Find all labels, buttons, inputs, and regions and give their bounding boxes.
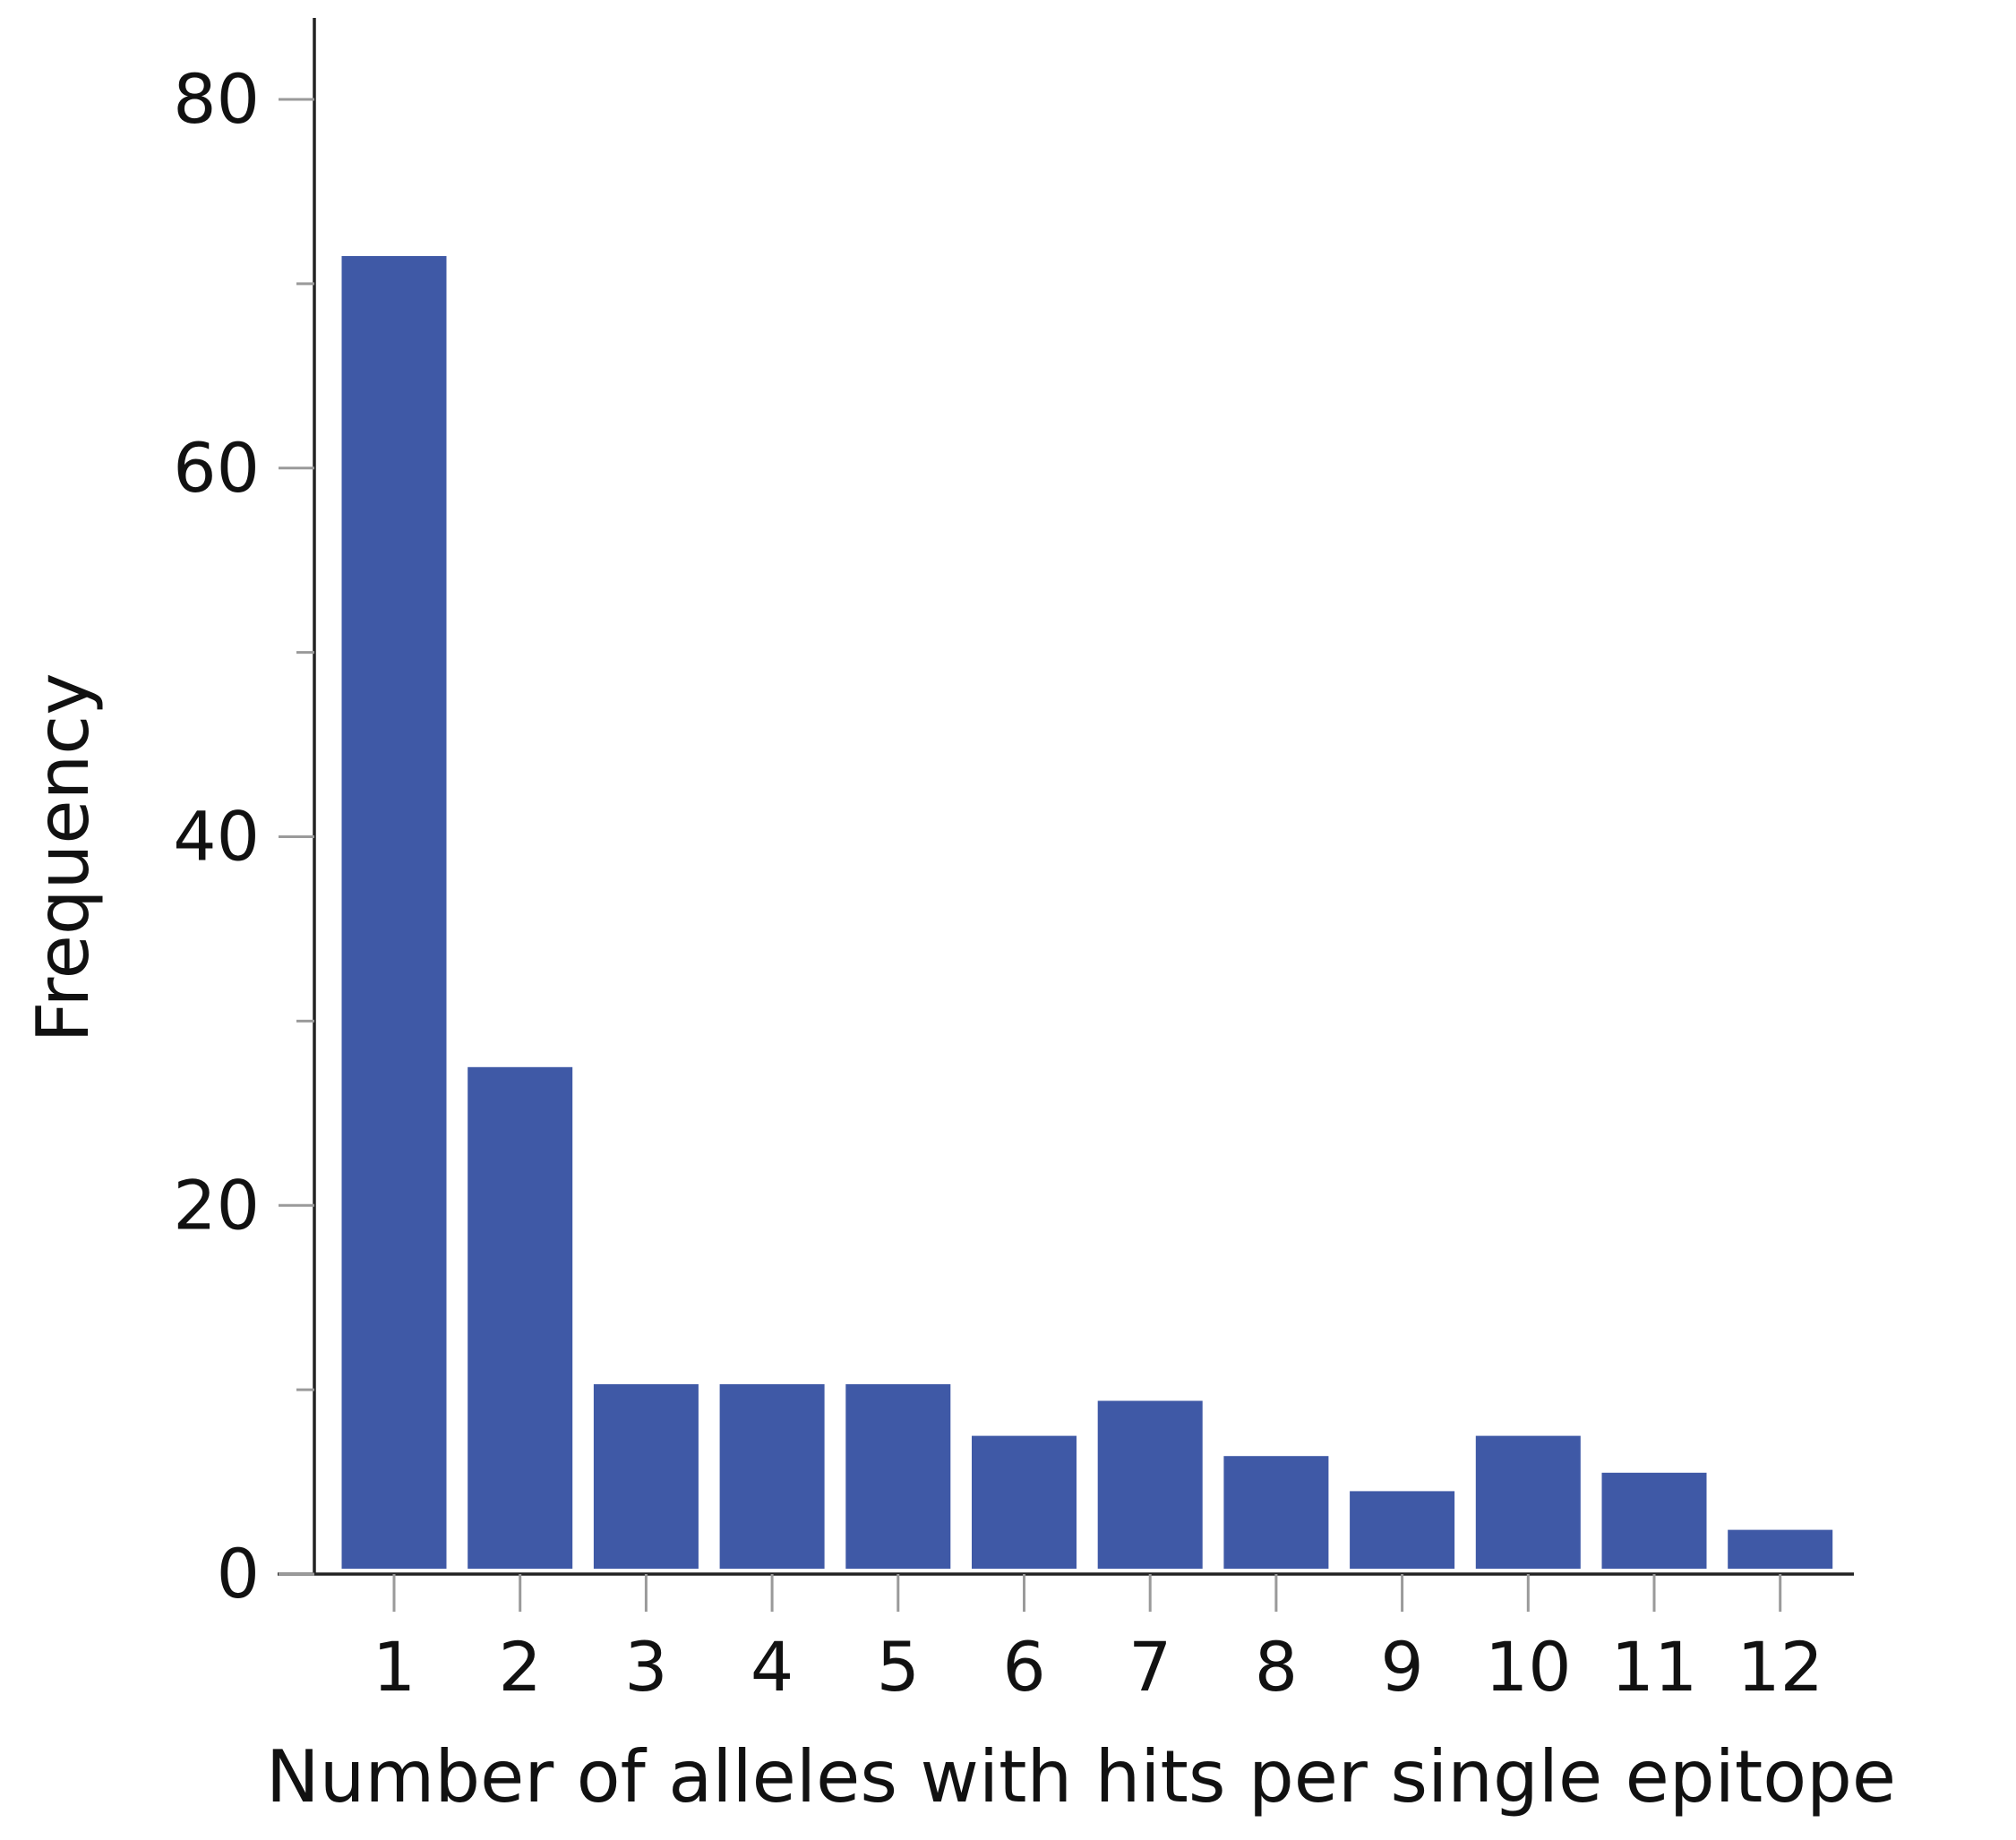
y-axis-ticks: 0 20 40 60 80 [173, 59, 314, 1613]
x-tick-label: 6 [1002, 1627, 1045, 1707]
x-tick-label: 9 [1380, 1627, 1423, 1707]
x-tick-label: 5 [877, 1627, 920, 1707]
bar-8 [1223, 1456, 1329, 1569]
bar-1 [341, 256, 447, 1569]
y-tick-label: 40 [173, 797, 260, 877]
x-axis-title: Number of alleles with hits per single e… [266, 1735, 1896, 1819]
bar-4 [719, 1383, 825, 1569]
x-tick-label: 10 [1485, 1627, 1572, 1707]
x-tick-label: 2 [499, 1627, 542, 1707]
y-tick-label: 80 [173, 59, 260, 139]
x-tick-label: 4 [751, 1627, 794, 1707]
x-tick-label: 11 [1611, 1627, 1698, 1707]
bar-6 [972, 1435, 1077, 1569]
bar-3 [593, 1383, 699, 1569]
x-tick-label: 12 [1737, 1627, 1823, 1707]
bar-7 [1097, 1400, 1203, 1569]
bar-12 [1728, 1529, 1833, 1569]
x-tick-label: 1 [373, 1627, 416, 1707]
y-axis-title: Frequency [21, 672, 105, 1042]
bar-9 [1350, 1491, 1455, 1569]
x-axis-ticks: 1 2 3 4 5 6 7 8 9 10 11 12 [373, 1574, 1823, 1707]
bar-5 [845, 1383, 951, 1569]
bar-10 [1475, 1435, 1581, 1569]
bar-2 [468, 1066, 573, 1569]
y-tick-label: 0 [217, 1534, 260, 1613]
bars-group [341, 256, 1833, 1569]
x-tick-label: 7 [1128, 1627, 1171, 1707]
y-tick-label: 60 [173, 428, 260, 508]
x-tick-label: 8 [1255, 1627, 1298, 1707]
bar-11 [1601, 1472, 1707, 1569]
x-tick-label: 3 [624, 1627, 667, 1707]
y-tick-label: 20 [173, 1165, 260, 1245]
